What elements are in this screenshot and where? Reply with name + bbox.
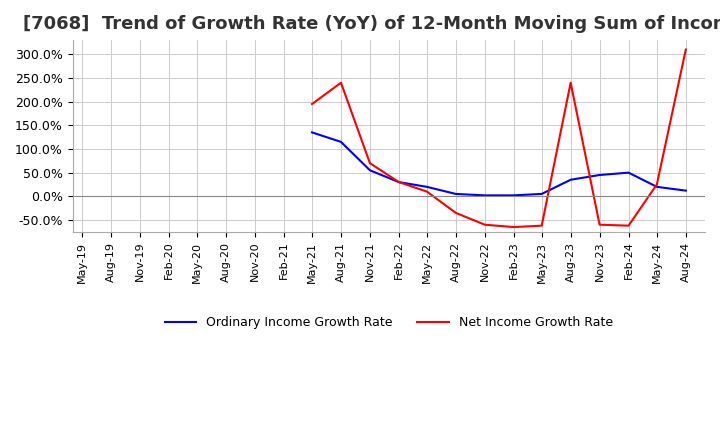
Title: [7068]  Trend of Growth Rate (YoY) of 12-Month Moving Sum of Incomes: [7068] Trend of Growth Rate (YoY) of 12-…	[23, 15, 720, 33]
Legend: Ordinary Income Growth Rate, Net Income Growth Rate: Ordinary Income Growth Rate, Net Income …	[160, 311, 618, 334]
Line: Ordinary Income Growth Rate: Ordinary Income Growth Rate	[312, 132, 686, 195]
Line: Net Income Growth Rate: Net Income Growth Rate	[312, 50, 686, 227]
